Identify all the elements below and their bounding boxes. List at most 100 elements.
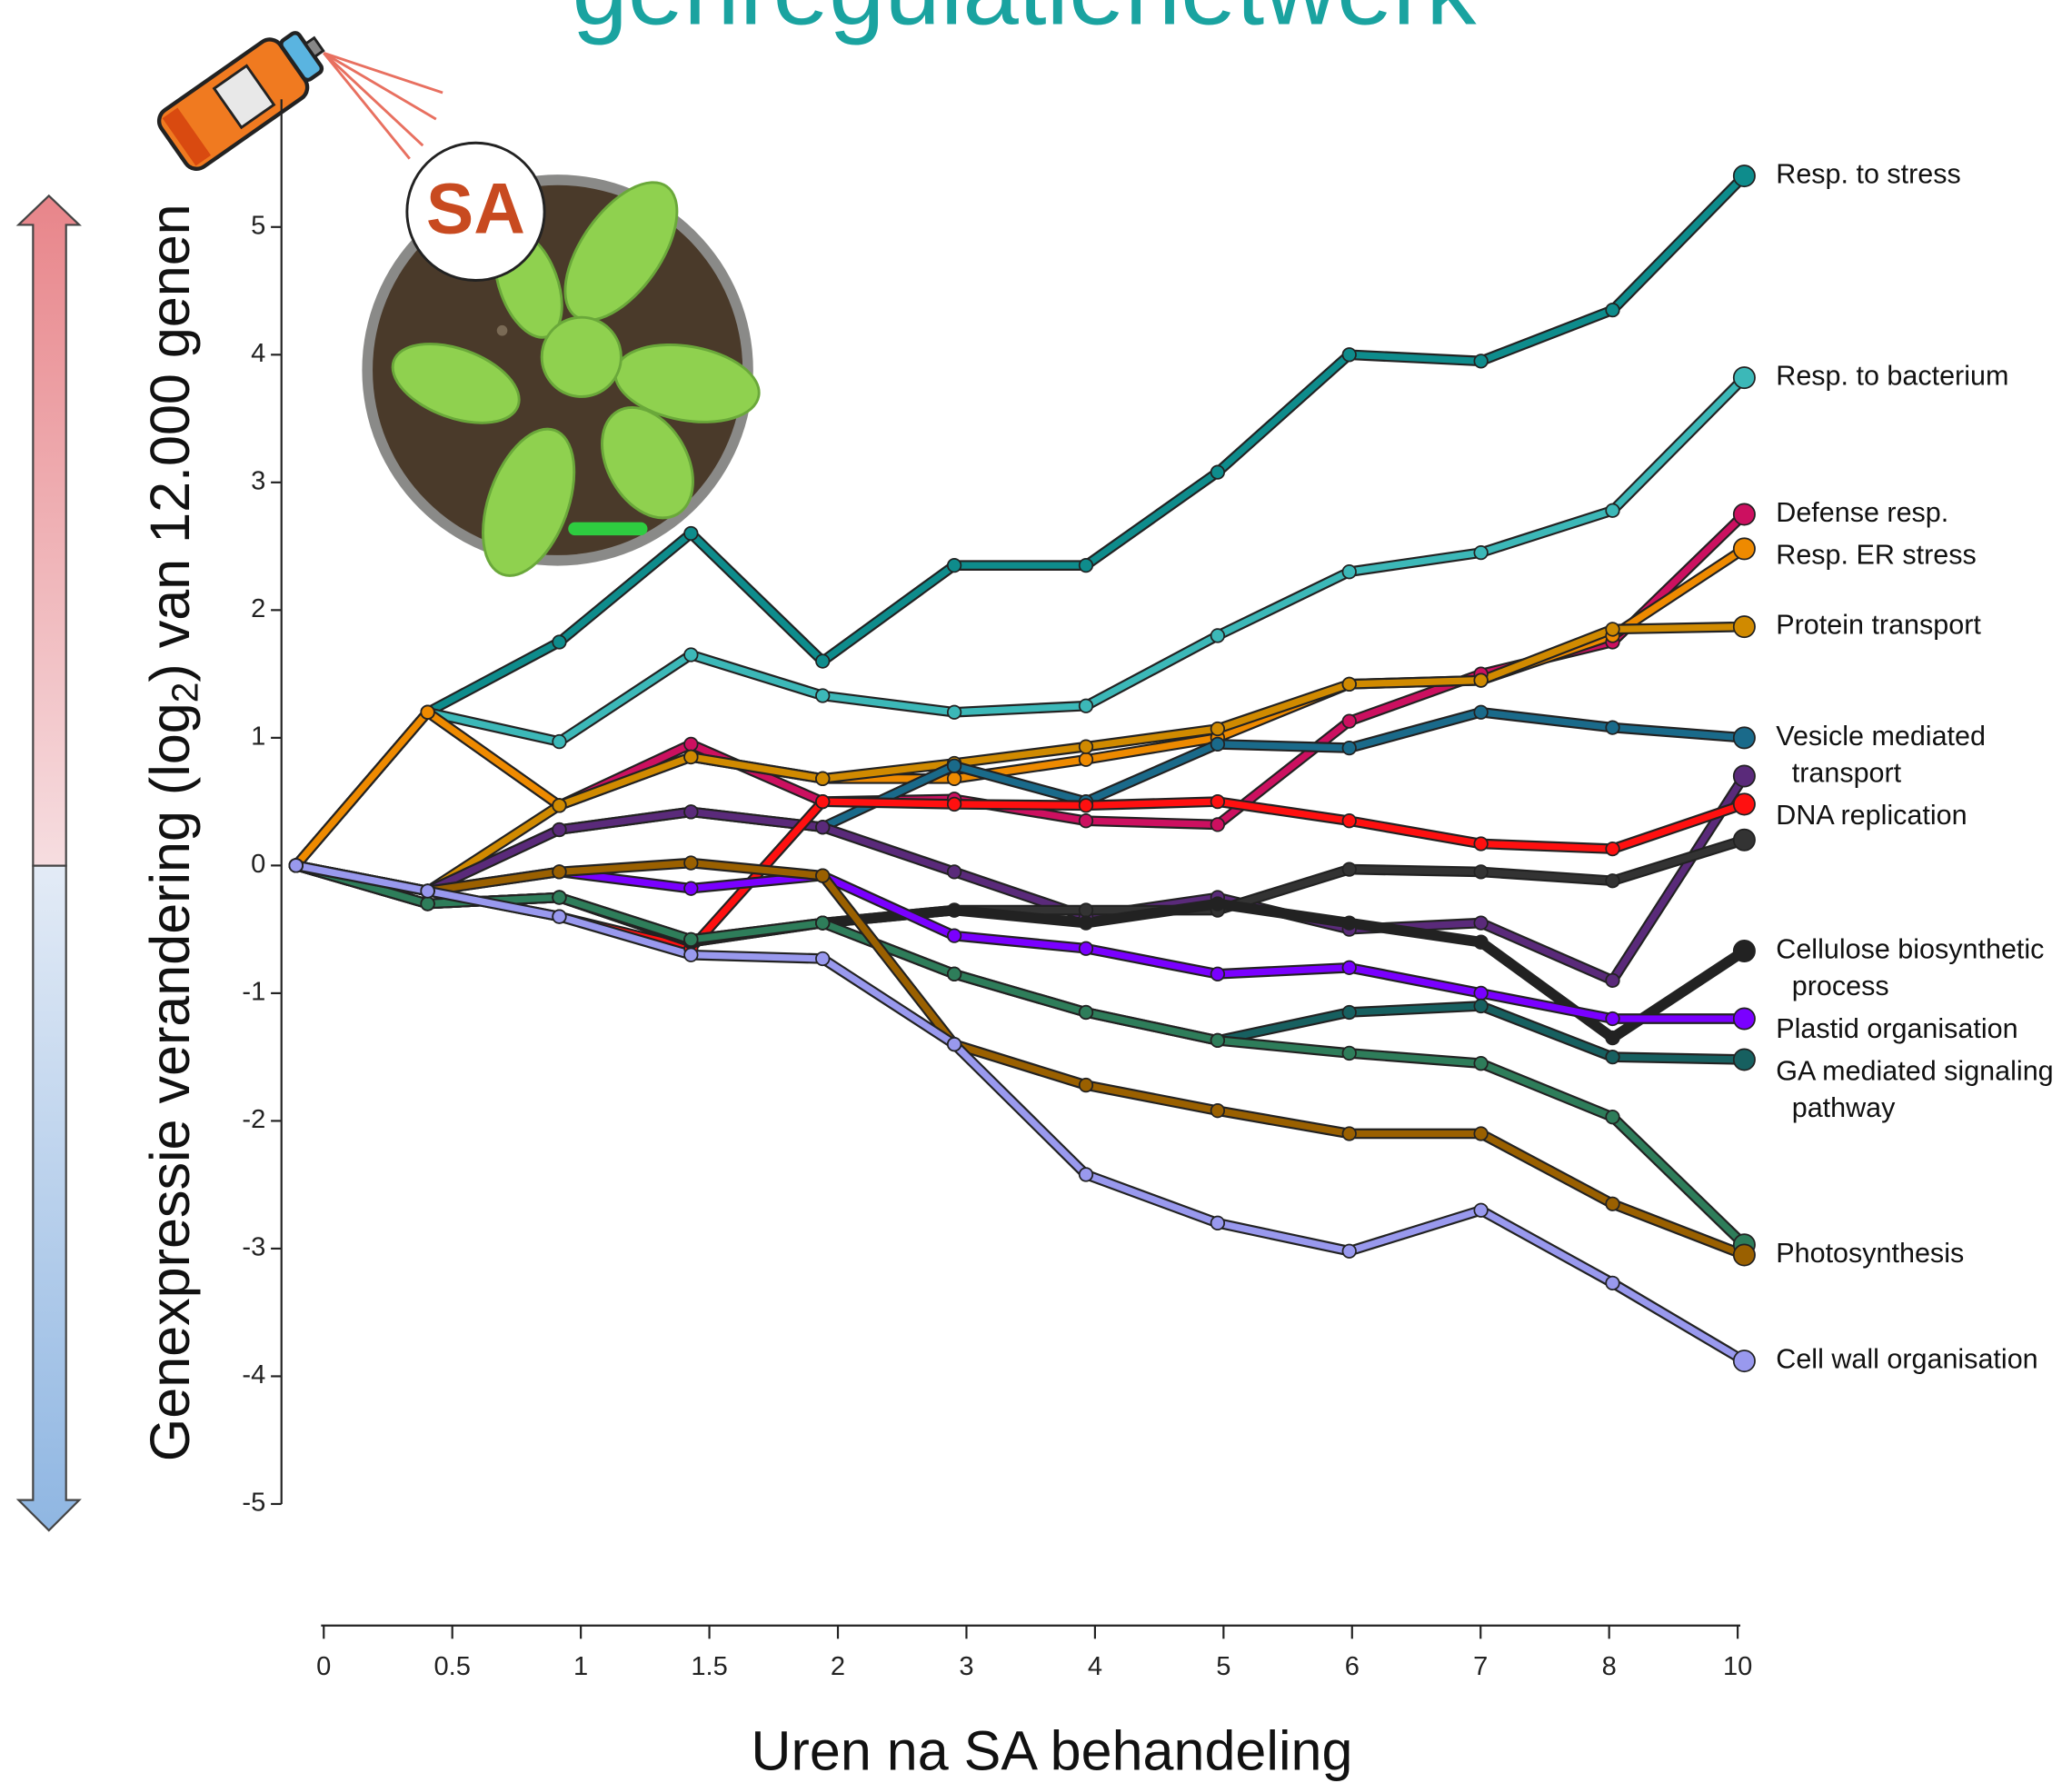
data-point: [553, 891, 566, 904]
data-point: [1606, 623, 1619, 636]
series-label-line: Cell wall organisation: [1776, 1344, 2037, 1375]
data-point: [1474, 935, 1488, 949]
data-point: [1342, 814, 1356, 828]
data-point: [1734, 1244, 1755, 1265]
data-point: [1474, 354, 1488, 368]
data-point: [1606, 974, 1619, 988]
x-tick-label: 3: [959, 1652, 973, 1681]
series-label: Protein transport: [1776, 610, 1981, 641]
y-tick-label: 4: [251, 339, 265, 368]
y-tick-label: -3: [242, 1233, 265, 1262]
data-point: [684, 933, 698, 947]
data-point: [948, 968, 961, 981]
data-point: [684, 805, 698, 819]
series-label-line: transport: [1792, 758, 1902, 789]
data-point: [1211, 897, 1225, 911]
y-tick-label: 0: [251, 850, 265, 879]
data-point: [816, 795, 830, 809]
data-point: [1734, 830, 1755, 851]
data-point: [948, 798, 961, 812]
x-tick-label: 1.5: [691, 1652, 727, 1681]
data-point: [816, 952, 830, 966]
data-point: [1734, 941, 1755, 961]
data-point: [1734, 1008, 1755, 1029]
data-point: [1211, 629, 1225, 642]
data-point: [948, 865, 961, 879]
x-tick-label: 7: [1473, 1652, 1488, 1681]
data-point: [553, 910, 566, 923]
data-point: [1080, 916, 1093, 930]
y-tick-label: 2: [251, 594, 265, 623]
data-point: [1342, 742, 1356, 755]
y-tick-label: -2: [242, 1105, 265, 1134]
chart-title: genregulatienetwerk: [572, 0, 1477, 45]
direction-arrow: [18, 195, 79, 1530]
data-point: [948, 772, 961, 786]
data-point: [1080, 814, 1093, 828]
series-label-line: DNA replication: [1776, 800, 1967, 831]
data-point: [1342, 862, 1356, 876]
spray-can: [154, 16, 338, 174]
data-point: [421, 705, 434, 719]
data-point: [1474, 546, 1488, 560]
data-point: [1474, 1204, 1488, 1218]
data-point: [816, 654, 830, 668]
x-tick-label: 0: [316, 1652, 331, 1681]
data-point: [1474, 1057, 1488, 1071]
data-point: [1474, 916, 1488, 930]
series-label-line: Resp. to stress: [1776, 159, 1961, 190]
y-tick-label: -1: [242, 978, 265, 1007]
series-label: Vesicle mediatedtransport: [1776, 721, 1986, 789]
data-point: [1474, 837, 1488, 851]
data-point: [684, 648, 698, 662]
data-point: [1474, 1000, 1488, 1013]
y-label-part: ) van 12.000 genen: [139, 204, 201, 682]
x-tick-label: 0.5: [433, 1652, 470, 1681]
data-point: [948, 903, 961, 917]
series-line-outline: [296, 865, 1745, 1244]
data-point: [684, 527, 698, 541]
series-label-line: Defense resp.: [1776, 497, 1948, 528]
y-label-part: Genexpressie verandering (log: [139, 702, 201, 1461]
y-tick-label: 1: [251, 722, 265, 752]
data-point: [1606, 503, 1619, 517]
data-point: [1211, 465, 1225, 479]
data-point: [1342, 1244, 1356, 1258]
data-point: [1474, 987, 1488, 1001]
data-point: [816, 689, 830, 702]
data-point: [1080, 941, 1093, 955]
data-point: [1606, 874, 1619, 888]
series-label: Resp. to stress: [1776, 159, 1961, 190]
x-tick-label: 5: [1216, 1652, 1230, 1681]
data-point: [1211, 1217, 1225, 1230]
series-label: Defense resp.: [1776, 497, 1948, 528]
data-point: [1474, 705, 1488, 719]
data-point: [553, 735, 566, 749]
data-point: [1474, 865, 1488, 879]
data-point: [948, 760, 961, 773]
data-point: [1080, 1079, 1093, 1092]
data-point: [1080, 799, 1093, 812]
data-point: [684, 948, 698, 961]
data-point: [1734, 1049, 1755, 1070]
data-point: [1211, 722, 1225, 736]
y-tick-label: -5: [242, 1489, 265, 1518]
badge-text: SA: [426, 169, 525, 249]
data-point: [1734, 1350, 1755, 1371]
data-point: [1606, 304, 1619, 317]
y-tick-label: 3: [251, 467, 265, 496]
y-tick-label: -4: [242, 1360, 265, 1390]
data-point: [553, 799, 566, 812]
data-point: [948, 705, 961, 719]
data-point: [684, 751, 698, 764]
x-tick-label: 2: [831, 1652, 845, 1681]
x-tick-label: 1: [573, 1652, 588, 1681]
series-label: Plastid organisation: [1776, 1013, 2017, 1044]
x-tick-label: 6: [1345, 1652, 1360, 1681]
data-point: [1342, 678, 1356, 692]
data-point: [1211, 738, 1225, 752]
data-point: [1211, 795, 1225, 809]
data-point: [816, 821, 830, 834]
x-tick-label: 4: [1088, 1652, 1102, 1681]
